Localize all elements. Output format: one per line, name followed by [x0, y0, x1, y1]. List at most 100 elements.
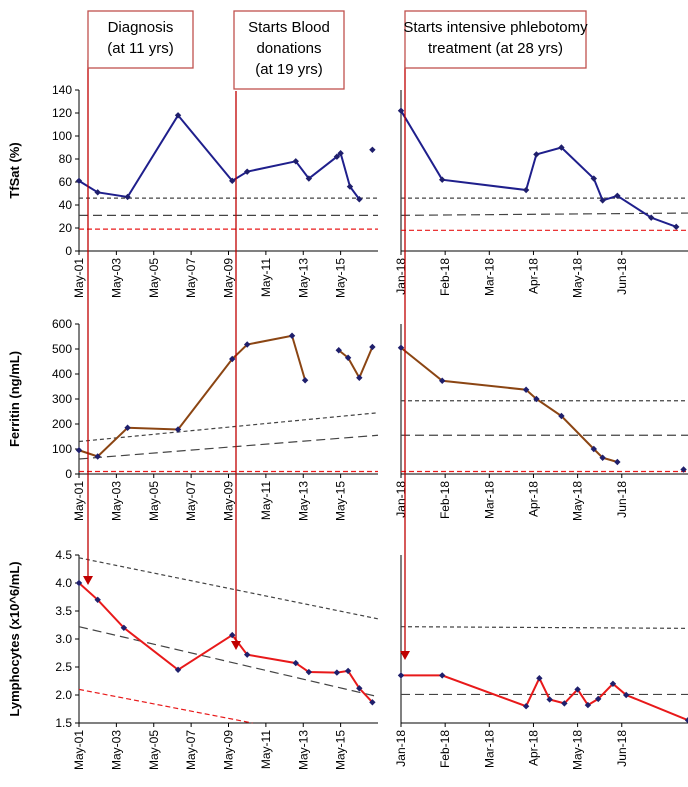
data-point: [439, 176, 446, 183]
data-point: [344, 354, 352, 361]
data-point: [561, 700, 568, 707]
annotation-text: Starts Blood: [248, 19, 330, 36]
series-line: [400, 346, 618, 463]
data-point: [335, 347, 342, 354]
data-point: [344, 667, 352, 675]
x-tick-label: May-15: [334, 258, 348, 298]
x-tick-label: Feb-18: [438, 481, 452, 519]
annotation-box: [404, 10, 587, 69]
data-point: [75, 447, 83, 454]
data-point: [590, 445, 598, 453]
y-tick-label: 140: [52, 83, 72, 97]
data-point: [229, 631, 236, 639]
data-point: [356, 196, 363, 203]
data-point: [333, 153, 341, 160]
x-tick-label: Mar-18: [482, 481, 496, 519]
x-tick-label: Jan-18: [394, 730, 408, 767]
series-line: [400, 110, 677, 228]
data-point: [590, 175, 598, 182]
x-tick-label: May-18: [571, 481, 585, 521]
x-tick-label: May-05: [147, 258, 161, 298]
x-tick-label: Feb-18: [438, 730, 452, 768]
data-point: [614, 458, 621, 466]
data-point: [94, 596, 101, 603]
data-point: [533, 395, 540, 403]
data-point: [439, 377, 446, 384]
x-tick-label: Jan-18: [394, 481, 408, 518]
data-point: [333, 669, 341, 676]
x-tick-label: May-09: [222, 730, 236, 770]
y-tick-label: 0: [65, 467, 72, 481]
data-point: [305, 175, 313, 182]
x-tick-label: May-03: [109, 730, 123, 770]
lymphocytes-panel: 1.5 2.0 2.5 3.0 3.5 4.0 4.5 Lymphocytes (x10^6/…: [7, 548, 688, 770]
data-point: [94, 189, 101, 196]
x-tick-label: Mar-18: [482, 730, 496, 768]
lymphocytes-right-subplot: Jan-18 Feb-18 Mar-18 Apr-18 May-18 Jun-18: [394, 555, 688, 770]
x-tick-label: Jun-18: [615, 481, 629, 518]
data-point: [397, 344, 405, 351]
y-tick-label: 4.0: [55, 576, 72, 590]
data-point: [292, 659, 299, 667]
data-point: [558, 412, 565, 420]
data-point: [536, 675, 543, 682]
data-point: [599, 454, 606, 461]
x-tick-label: May-11: [259, 730, 273, 769]
data-point: [75, 579, 83, 587]
x-tick-label: Apr-18: [526, 258, 540, 294]
x-tick-label: May-18: [571, 730, 585, 770]
x-tick-label: Jun-18: [615, 730, 629, 767]
y-tick-label: 400: [52, 367, 72, 381]
series-line: [78, 334, 307, 458]
x-tick-label: May-01: [72, 481, 86, 521]
x-tick-label: May-01: [72, 258, 86, 298]
data-point: [397, 672, 405, 679]
x-tick-label: Apr-18: [526, 730, 540, 766]
x-tick-label: May-15: [334, 481, 348, 521]
data-point: [522, 703, 530, 710]
reference-line-upper: [78, 557, 379, 620]
data-point: [356, 685, 363, 692]
series-line: [78, 113, 361, 200]
x-tick-label: May-09: [222, 481, 236, 521]
tfsat-right-subplot: Jan-18 Feb-18 Mar-18 Apr-18 May-18 Jun-18: [394, 90, 688, 298]
reference-line-upper: [78, 412, 379, 443]
data-point: [574, 686, 581, 693]
data-point: [369, 343, 376, 351]
x-tick-label: Jan-18: [394, 258, 408, 295]
annotation-text: (at 19 yrs): [255, 61, 323, 78]
data-point: [522, 386, 530, 393]
data-point: [522, 186, 530, 194]
y-tick-label: 2.5: [55, 660, 72, 674]
series-line: [78, 582, 374, 703]
data-point: [174, 666, 182, 673]
y-axis-label: Ferritin (ng/mL): [7, 351, 22, 447]
x-tick-label: May-11: [259, 481, 273, 520]
y-tick-label: 500: [52, 342, 72, 356]
data-point: [369, 146, 376, 153]
arrowhead-icon: [231, 641, 241, 650]
data-point: [120, 624, 128, 631]
y-axis-label: Lymphocytes (x10^6/mL): [7, 561, 22, 716]
x-tick-label: May-03: [109, 481, 123, 521]
data-point: [229, 177, 236, 185]
data-point: [243, 341, 251, 348]
annotation-box: [233, 10, 345, 90]
data-point: [614, 192, 621, 199]
x-tick-label: May-05: [147, 730, 161, 770]
data-point: [356, 374, 363, 381]
data-point: [599, 197, 606, 204]
y-tick-label: 80: [59, 152, 73, 166]
arrowhead-icon: [400, 651, 410, 660]
data-point: [546, 696, 553, 703]
y-tick-label: 0: [65, 244, 72, 258]
reference-line-lower: [78, 434, 379, 460]
data-point: [595, 695, 602, 703]
x-tick-label: Jun-18: [615, 258, 629, 295]
x-tick-label: May-13: [296, 258, 310, 298]
data-point: [622, 691, 630, 699]
y-tick-label: 100: [52, 442, 72, 456]
y-tick-label: 2.0: [55, 688, 72, 702]
data-point: [648, 214, 655, 221]
